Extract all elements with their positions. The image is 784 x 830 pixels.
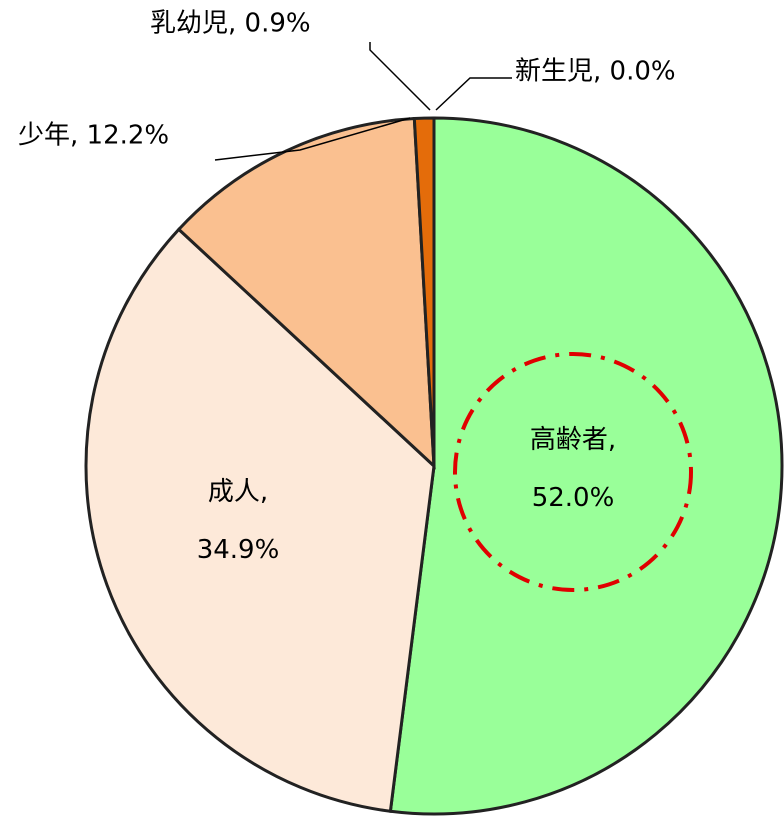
leader-line [214, 117, 411, 161]
pie-slice [84, 227, 436, 813]
data-label: 少年, 12.2% [18, 121, 169, 151]
data-label: 高齢者, 52.0% [530, 425, 616, 513]
data-label: 新生児, 0.0% [515, 57, 676, 87]
highlight-circle [453, 352, 693, 592]
data-label: 成人, 34.9% [197, 477, 280, 565]
leader-line [435, 77, 512, 111]
pie-slice [388, 116, 784, 816]
data-label: 乳幼児, 0.9% [150, 9, 311, 39]
leader-line [369, 42, 431, 111]
